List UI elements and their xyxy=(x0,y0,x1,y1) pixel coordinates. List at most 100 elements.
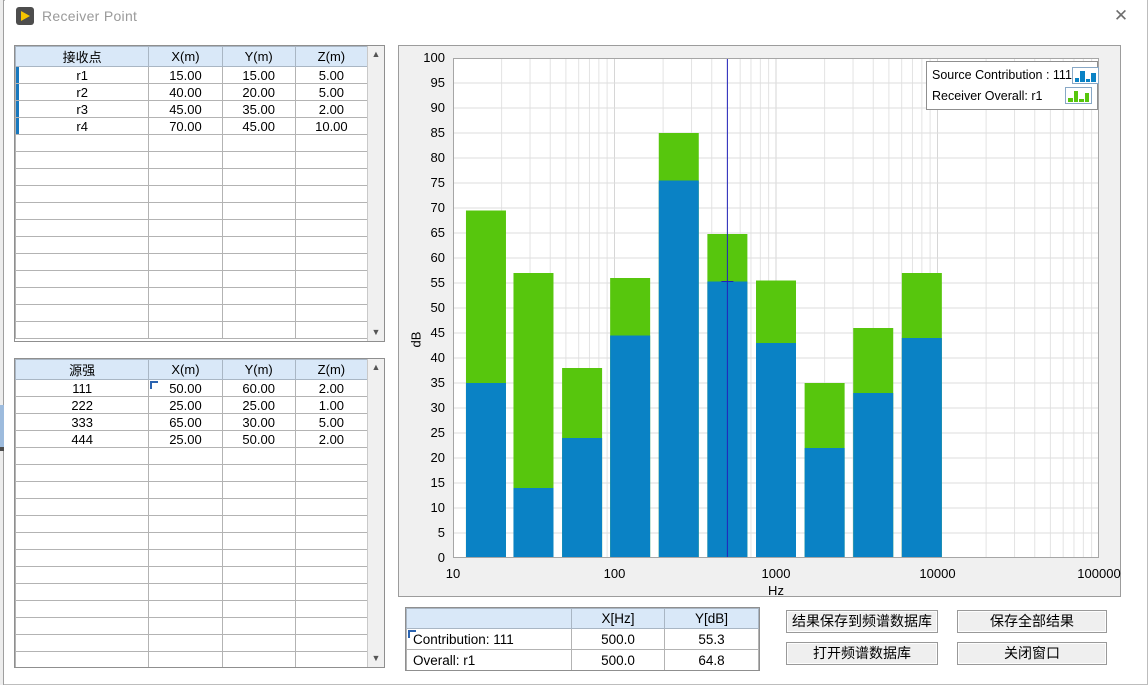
readout-row[interactable]: Contribution: 111500.055.3 xyxy=(407,629,759,650)
table-cell[interactable] xyxy=(149,322,222,339)
table-cell[interactable]: 65.00 xyxy=(149,414,222,431)
table-cell[interactable] xyxy=(222,601,295,618)
table-cell[interactable] xyxy=(295,499,367,516)
table-row[interactable] xyxy=(16,533,368,550)
table-row[interactable] xyxy=(16,288,368,305)
table-cell[interactable] xyxy=(149,550,222,567)
table-cell[interactable]: 20.00 xyxy=(222,84,295,101)
table-cell[interactable] xyxy=(222,482,295,499)
table-cell[interactable] xyxy=(295,635,367,652)
table-cell[interactable] xyxy=(16,499,149,516)
chart-legend[interactable]: Source Contribution : 111 Receiver Overa… xyxy=(926,61,1098,110)
table-cell[interactable]: 30.00 xyxy=(222,414,295,431)
table-cell[interactable]: 45.00 xyxy=(149,101,222,118)
table-row[interactable] xyxy=(16,203,368,220)
table-cell[interactable]: 50.00 xyxy=(222,431,295,448)
readout-row[interactable]: Overall: r1500.064.8 xyxy=(407,650,759,671)
table-cell[interactable] xyxy=(16,652,149,669)
table-cell[interactable] xyxy=(222,584,295,601)
table-row[interactable] xyxy=(16,220,368,237)
scroll-up-icon[interactable]: ▲ xyxy=(368,359,384,376)
table-cell[interactable] xyxy=(295,448,367,465)
table-row[interactable] xyxy=(16,271,368,288)
readout-cell[interactable]: Contribution: 111 xyxy=(407,629,572,650)
table-cell[interactable] xyxy=(149,516,222,533)
table-cell[interactable] xyxy=(295,652,367,669)
table-cell[interactable] xyxy=(16,448,149,465)
table-cell[interactable] xyxy=(16,237,149,254)
readout-cell[interactable]: 55.3 xyxy=(665,629,759,650)
table-cell[interactable] xyxy=(149,305,222,322)
table-cell[interactable] xyxy=(16,533,149,550)
table-cell[interactable] xyxy=(16,322,149,339)
table-cell[interactable]: 444 xyxy=(16,431,149,448)
table-cell[interactable] xyxy=(222,550,295,567)
table-cell[interactable] xyxy=(149,618,222,635)
table-cell[interactable] xyxy=(295,254,367,271)
table-cell[interactable] xyxy=(222,220,295,237)
table-row[interactable] xyxy=(16,635,368,652)
table-cell[interactable] xyxy=(149,567,222,584)
table-cell[interactable]: 25.00 xyxy=(149,431,222,448)
table-cell[interactable]: 70.00 xyxy=(149,118,222,135)
table-cell[interactable] xyxy=(16,254,149,271)
table-row[interactable] xyxy=(16,482,368,499)
table-cell[interactable] xyxy=(16,516,149,533)
table-cell[interactable] xyxy=(222,237,295,254)
table-cell[interactable] xyxy=(222,322,295,339)
table-cell[interactable]: 40.00 xyxy=(149,84,222,101)
table-cell[interactable] xyxy=(16,203,149,220)
table-row[interactable] xyxy=(16,186,368,203)
table-row[interactable]: r115.0015.005.00 xyxy=(16,67,368,84)
table-row[interactable]: r240.0020.005.00 xyxy=(16,84,368,101)
table-cell[interactable] xyxy=(222,186,295,203)
table-row[interactable] xyxy=(16,465,368,482)
table-cell[interactable] xyxy=(295,550,367,567)
table-cell[interactable]: 111 xyxy=(16,380,149,397)
table-cell[interactable]: 2.00 xyxy=(295,380,367,397)
table-row[interactable] xyxy=(16,601,368,618)
source-table-scrollbar[interactable]: ▲ ▼ xyxy=(367,359,384,667)
table-row[interactable] xyxy=(16,567,368,584)
table-cell[interactable] xyxy=(149,533,222,550)
table-cell[interactable]: 333 xyxy=(16,414,149,431)
table-cell[interactable] xyxy=(149,237,222,254)
table-cell[interactable] xyxy=(295,601,367,618)
stacked-bar-chart[interactable] xyxy=(453,58,1099,558)
table-row[interactable] xyxy=(16,499,368,516)
table-cell[interactable] xyxy=(295,152,367,169)
table-cell[interactable] xyxy=(149,601,222,618)
table-cell[interactable] xyxy=(16,135,149,152)
table-cell[interactable] xyxy=(16,271,149,288)
close-window-button[interactable]: 关闭窗口 xyxy=(957,642,1107,665)
table-row[interactable] xyxy=(16,305,368,322)
table-cell[interactable]: 15.00 xyxy=(149,67,222,84)
chart-plot-area[interactable] xyxy=(453,58,1099,558)
source-table[interactable]: 源强X(m)Y(m)Z(m) 11150.0060.002.0022225.00… xyxy=(15,359,368,668)
table-cell[interactable] xyxy=(222,567,295,584)
table-cell[interactable] xyxy=(295,169,367,186)
bar-plot-style-icon[interactable] xyxy=(1072,67,1099,84)
receiver-table[interactable]: 接收点X(m)Y(m)Z(m) r115.0015.005.00r240.002… xyxy=(15,46,368,339)
table-cell[interactable] xyxy=(295,482,367,499)
table-cell[interactable] xyxy=(295,305,367,322)
legend-item-contribution[interactable]: Source Contribution : 111 xyxy=(932,65,1092,85)
table-row[interactable]: 11150.0060.002.00 xyxy=(16,380,368,397)
table-cell[interactable] xyxy=(222,499,295,516)
table-cell[interactable] xyxy=(149,203,222,220)
readout-cell[interactable]: 500.0 xyxy=(572,629,665,650)
scroll-down-icon[interactable]: ▼ xyxy=(368,324,384,341)
table-cell[interactable] xyxy=(295,584,367,601)
table-cell[interactable]: 1.00 xyxy=(295,397,367,414)
table-cell[interactable] xyxy=(295,237,367,254)
table-cell[interactable] xyxy=(149,186,222,203)
table-cell[interactable] xyxy=(222,152,295,169)
table-cell[interactable] xyxy=(16,567,149,584)
table-cell[interactable] xyxy=(295,203,367,220)
table-row[interactable] xyxy=(16,516,368,533)
table-cell[interactable] xyxy=(16,482,149,499)
table-cell[interactable] xyxy=(222,271,295,288)
table-cell[interactable] xyxy=(222,448,295,465)
table-cell[interactable] xyxy=(16,152,149,169)
table-cell[interactable]: 5.00 xyxy=(295,414,367,431)
